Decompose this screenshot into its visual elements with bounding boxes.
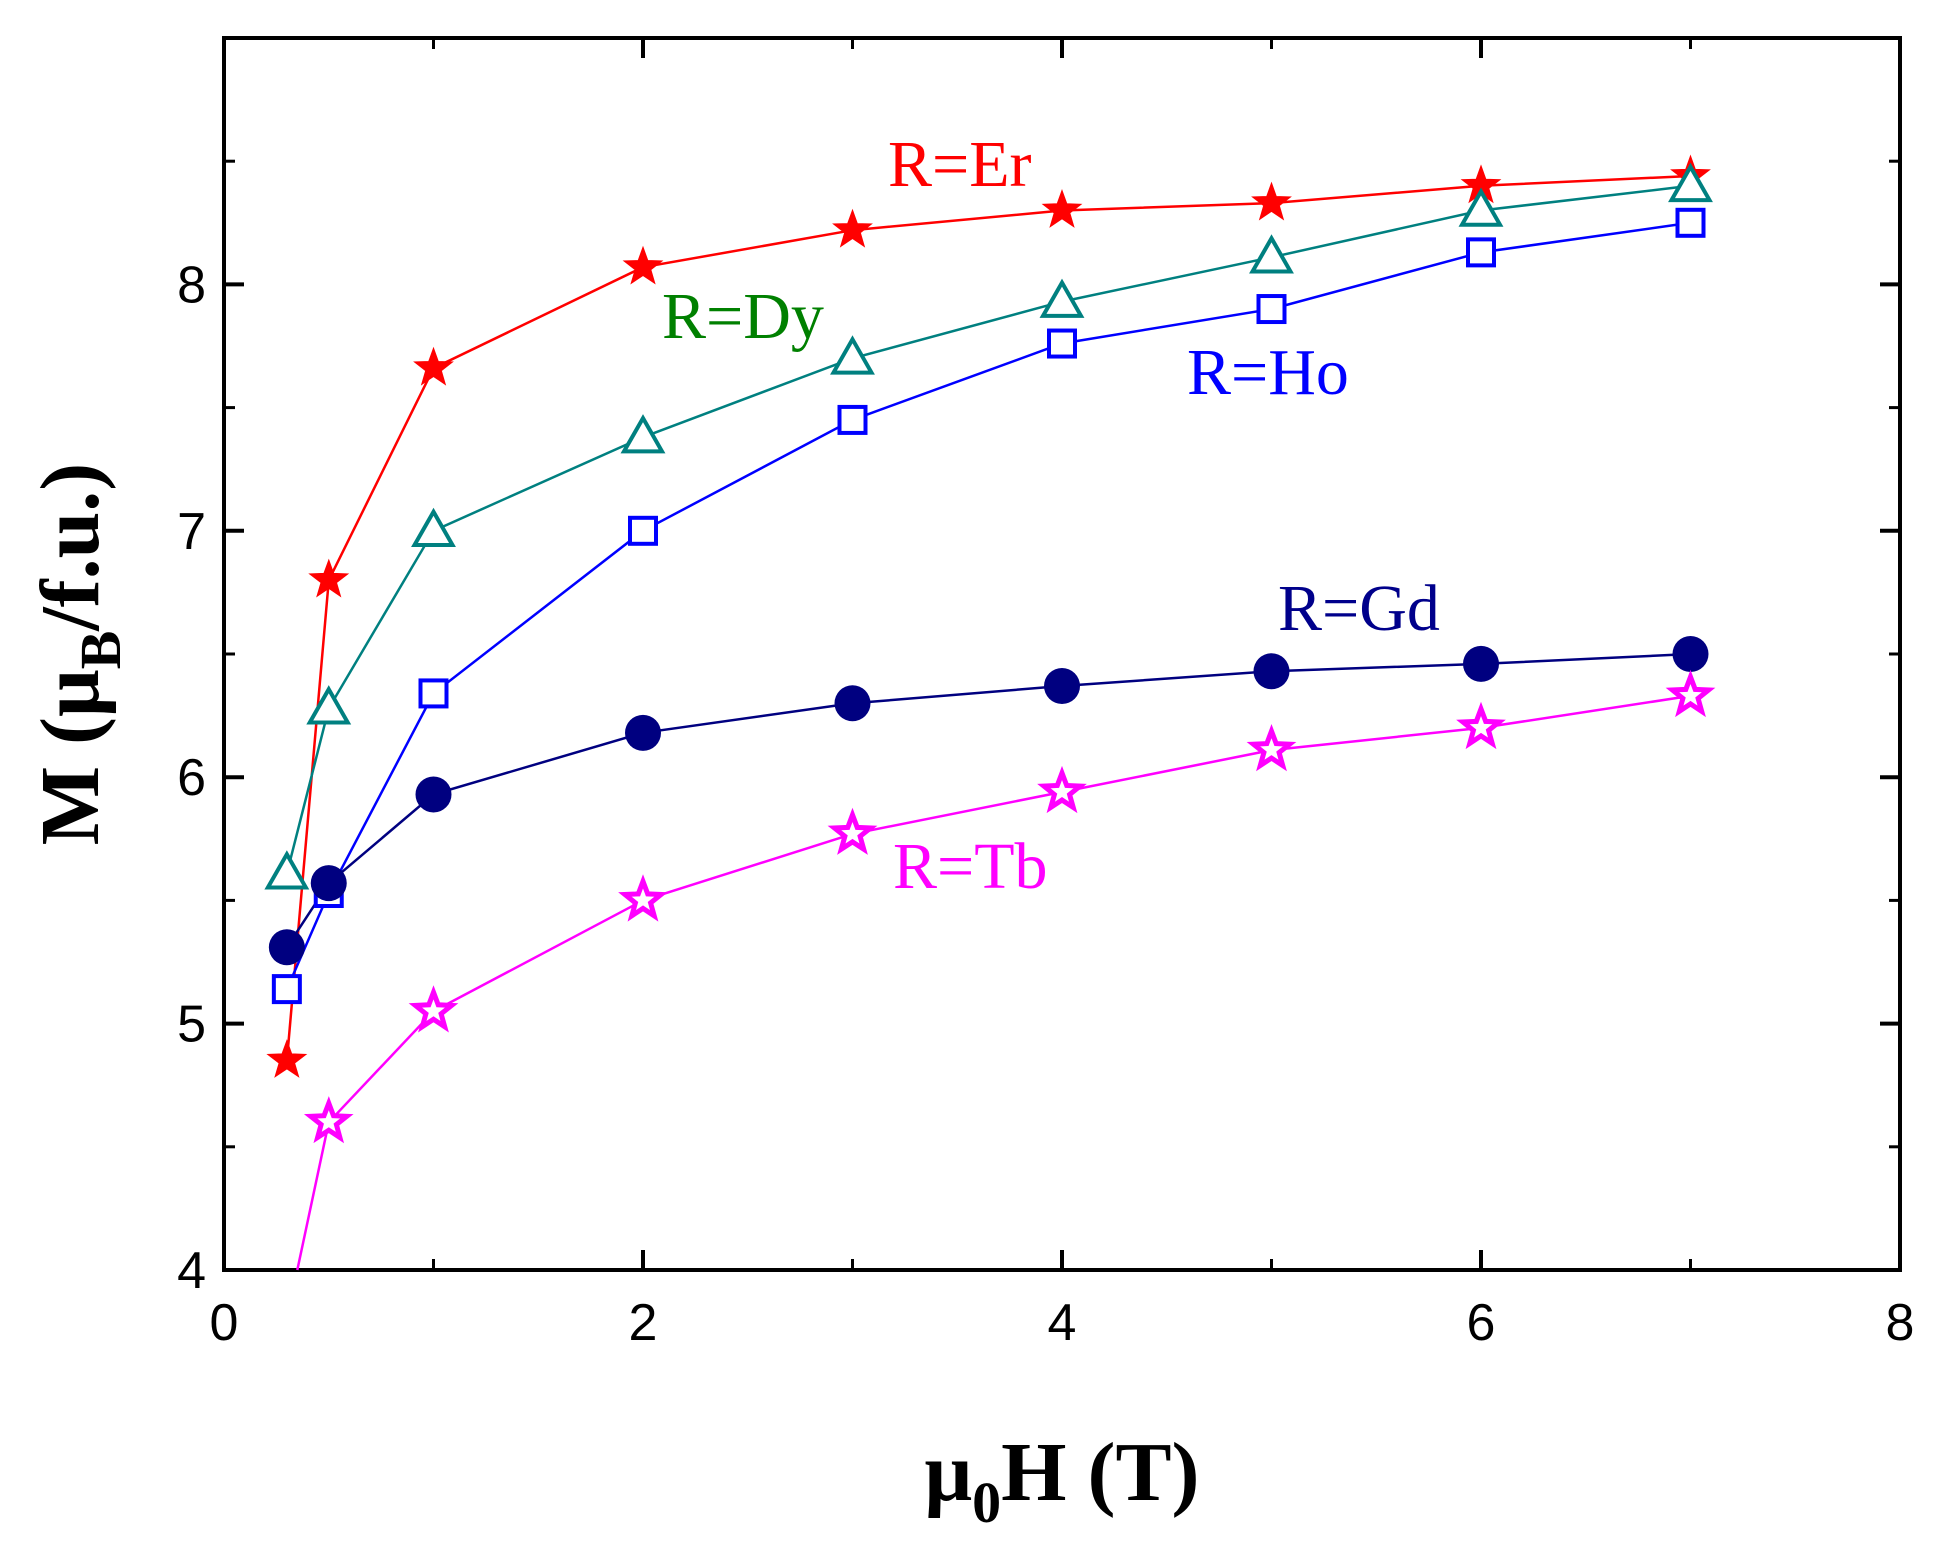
y-tick-label: 8: [177, 256, 206, 314]
data-point-er: [266, 1039, 308, 1078]
data-point-ho: [1256, 294, 1287, 325]
plot-frame: [222, 36, 1902, 1272]
data-point-gd: [1463, 645, 1499, 682]
x-tick-label: 6: [1467, 1294, 1496, 1352]
series-label-tb: R=Tb: [893, 830, 1048, 903]
y-tick-label: 6: [177, 749, 206, 807]
series-markers: [264, 154, 1716, 1144]
x-tick-label: 8: [1886, 1294, 1915, 1352]
data-point-tb: [1037, 765, 1087, 814]
series-label-gd: R=Gd: [1278, 572, 1440, 645]
data-point-er: [1041, 189, 1083, 228]
data-point-ho: [1047, 328, 1077, 359]
data-point-tb: [827, 807, 878, 855]
data-point-dy: [1249, 234, 1294, 274]
data-point-dy: [1668, 162, 1713, 203]
data-point-gd: [310, 865, 347, 902]
data-point-gd: [1253, 653, 1290, 690]
series-label-ho: R=Ho: [1187, 336, 1349, 409]
data-point-dy: [264, 850, 310, 890]
data-point-dy: [1039, 278, 1085, 318]
x-tick-label: 2: [629, 1294, 658, 1352]
data-point-gd: [1672, 636, 1709, 672]
data-point-gd: [1044, 668, 1080, 705]
data-point-er: [413, 346, 454, 386]
data-point-er: [308, 558, 350, 598]
data-point-dy: [620, 414, 666, 454]
data-point-tb: [1456, 701, 1506, 750]
data-point-dy: [1458, 187, 1504, 227]
data-point-ho: [271, 974, 302, 1005]
data-point-ho: [418, 678, 449, 709]
data-point-tb: [303, 1096, 354, 1144]
data-point-gd: [415, 776, 452, 813]
data-point-ho: [1466, 237, 1496, 268]
y-tick-label: 5: [177, 996, 206, 1054]
series-line-er: [285, 174, 1691, 1061]
data-point-dy: [411, 507, 456, 548]
data-point-er: [1251, 181, 1292, 221]
data-point-tb: [1665, 669, 1716, 718]
data-point-tb: [1246, 723, 1297, 772]
data-point-er: [622, 245, 664, 285]
data-point-gd: [625, 714, 661, 751]
y-axis-title: M (μB/f.u.): [24, 463, 133, 846]
data-point-tb: [618, 874, 668, 922]
series-line-gd: [285, 652, 1691, 948]
data-point-dy: [830, 335, 875, 375]
x-tick-label: 0: [210, 1294, 239, 1352]
series-line-tb: [296, 694, 1691, 1271]
y-tick-label: 4: [177, 1242, 206, 1300]
x-axis-title: μ0H (T): [925, 1426, 1200, 1535]
axis-ticks: 0 2 4 6 8 4 5 6 7 8: [177, 38, 1914, 1352]
series-line-dy: [285, 184, 1691, 874]
data-point-tb: [408, 985, 459, 1033]
data-point-ho: [837, 404, 868, 435]
data-point-ho: [628, 515, 658, 546]
series-label-er: R=Er: [888, 128, 1032, 201]
data-point-gd: [834, 685, 871, 722]
data-point-dy: [306, 685, 352, 725]
y-tick-label: 7: [177, 503, 206, 561]
x-tick-label: 4: [1048, 1294, 1077, 1352]
data-point-gd: [268, 929, 305, 966]
series-label-dy: R=Dy: [662, 280, 824, 353]
data-point-ho: [1675, 207, 1706, 238]
data-point-er: [832, 208, 873, 248]
